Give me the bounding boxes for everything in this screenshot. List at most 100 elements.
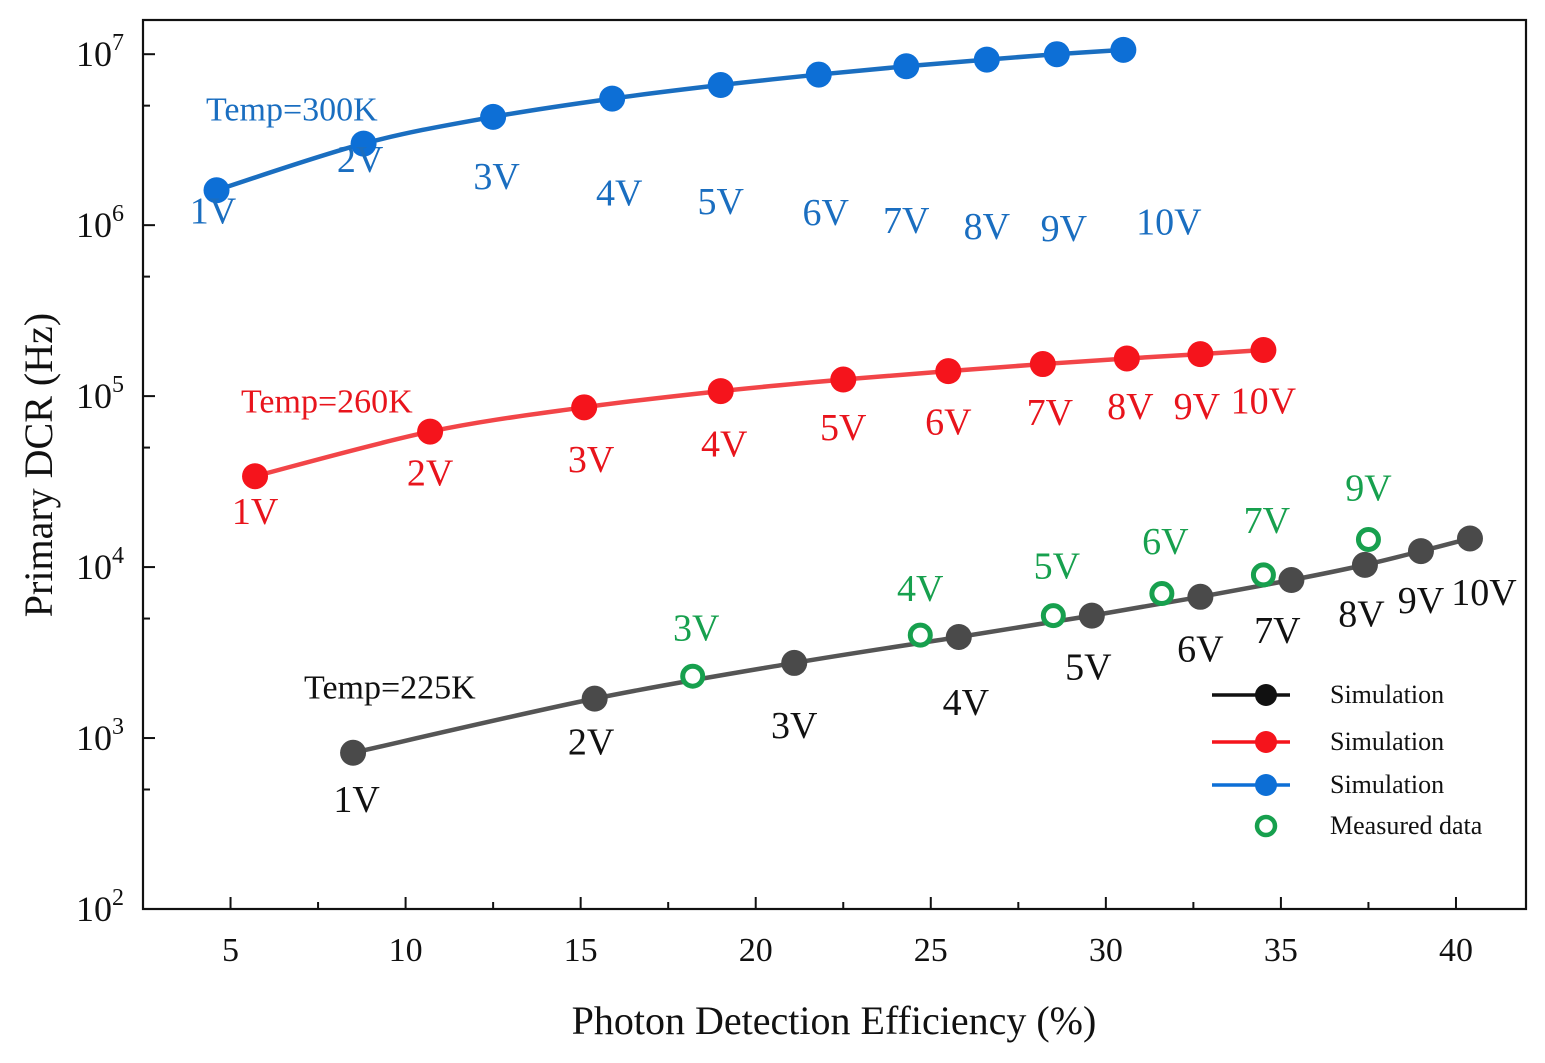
data-point-225K xyxy=(1456,525,1483,552)
point-label: 7V xyxy=(1244,500,1291,542)
y-tick-label: 103 xyxy=(76,714,124,758)
legend-marker-open xyxy=(1254,814,1278,838)
data-point-260K xyxy=(417,418,444,445)
x-tick-label: 30 xyxy=(1089,932,1123,969)
x-tick-label: 40 xyxy=(1439,932,1473,969)
data-point-300K xyxy=(1043,41,1070,68)
series-layer xyxy=(203,36,1483,766)
data-point-300K xyxy=(973,46,1000,73)
point-label: 4V xyxy=(701,423,748,465)
x-tick-label: 20 xyxy=(739,932,773,969)
data-point-225K xyxy=(340,739,367,766)
x-tick-label: 15 xyxy=(564,932,598,969)
point-label: 6V xyxy=(1142,521,1189,563)
point-label: 5V xyxy=(697,181,744,223)
data-point-300K xyxy=(350,130,377,157)
point-label: 2V xyxy=(568,722,615,764)
data-point-260K xyxy=(1113,345,1140,372)
measured-point xyxy=(1250,562,1276,588)
y-tick-label: 102 xyxy=(76,885,124,929)
data-point-300K xyxy=(203,177,230,204)
data-point-300K xyxy=(893,53,920,80)
point-label: 3V xyxy=(771,705,818,747)
point-label: 3V xyxy=(568,439,615,481)
data-point-225K xyxy=(945,623,972,650)
point-label: 7V xyxy=(1254,610,1301,652)
y-axis-title: Primary DCR (Hz) xyxy=(16,313,61,617)
data-point-225K xyxy=(1351,551,1378,578)
point-label: 9V xyxy=(1041,208,1088,250)
y-tick-label: 107 xyxy=(76,30,124,74)
legend-label: Simulation xyxy=(1330,680,1444,709)
axes-layer: 5 10 15 20 25 30 35 40 102 103 104 105 106 107 xyxy=(76,18,1528,969)
plot-frame xyxy=(141,18,1528,911)
data-point-260K xyxy=(1187,341,1214,368)
point-label: 3V xyxy=(673,607,720,649)
legend-marker xyxy=(1255,684,1277,706)
data-point-260K xyxy=(571,394,598,421)
data-point-225K xyxy=(781,649,808,676)
y-tick-label: 104 xyxy=(76,543,124,587)
point-label: 3V xyxy=(473,156,520,198)
data-point-260K xyxy=(707,378,734,405)
data-point-260K xyxy=(830,366,857,393)
point-label: 8V xyxy=(1338,593,1385,635)
point-label: 7V xyxy=(883,200,930,242)
data-point-225K xyxy=(581,685,608,712)
point-label: 9V xyxy=(1345,468,1392,510)
data-point-260K xyxy=(242,463,269,490)
data-point-300K xyxy=(1110,36,1137,63)
point-label: 6V xyxy=(803,192,850,234)
data-point-260K xyxy=(935,358,962,385)
point-label: 8V xyxy=(964,206,1011,248)
legend-marker xyxy=(1255,774,1277,796)
measured-point xyxy=(1355,526,1381,552)
temperature-label: Temp=225K xyxy=(304,670,476,707)
point-label: 1V xyxy=(232,491,279,533)
x-tick-label: 25 xyxy=(914,932,948,969)
point-label: 10V xyxy=(1231,381,1297,423)
point-label: 2V xyxy=(407,453,454,495)
point-label: 9V xyxy=(1398,580,1445,622)
y-tick-label: 105 xyxy=(76,372,124,416)
data-point-300K xyxy=(480,103,507,130)
data-point-225K xyxy=(1278,567,1305,594)
point-label: 5V xyxy=(1034,546,1081,588)
y-tick-label: 106 xyxy=(76,201,124,245)
measured-point xyxy=(1149,581,1175,607)
point-label: 9V xyxy=(1174,386,1221,428)
point-label: 8V xyxy=(1107,386,1154,428)
data-point-300K xyxy=(599,85,626,112)
temperature-label: Temp=300K xyxy=(206,91,378,128)
data-point-225K xyxy=(1187,583,1214,610)
measured-point xyxy=(1040,603,1066,629)
x-axis-title: Photon Detection Efficiency (%) xyxy=(572,998,1097,1043)
legend-marker xyxy=(1255,731,1277,753)
legend-label: Simulation xyxy=(1330,727,1444,756)
measured-point xyxy=(680,663,706,689)
point-label: 2V xyxy=(337,139,384,181)
point-label: 5V xyxy=(1065,646,1112,688)
x-tick-label: 5 xyxy=(222,932,239,969)
x-tick-label: 35 xyxy=(1264,932,1298,969)
point-label: 4V xyxy=(897,568,944,610)
data-point-260K xyxy=(1250,337,1277,364)
point-label: 6V xyxy=(925,402,972,444)
temperature-label: Temp=260K xyxy=(241,384,413,421)
point-label: 10V xyxy=(1136,202,1202,244)
legend: Simulation Simulation Simulation Measured d… xyxy=(1212,680,1483,840)
legend-label: Measured data xyxy=(1330,811,1483,840)
point-label: 6V xyxy=(1177,629,1224,671)
data-point-225K xyxy=(1407,538,1434,565)
point-label: 7V xyxy=(1027,392,1074,434)
point-label: 1V xyxy=(333,779,380,821)
data-point-225K xyxy=(1078,602,1105,629)
x-tick-label: 10 xyxy=(389,932,423,969)
point-label: 4V xyxy=(943,682,990,724)
data-point-300K xyxy=(707,72,734,99)
data-point-300K xyxy=(805,61,832,88)
measured-point xyxy=(907,622,933,648)
point-label: 5V xyxy=(820,407,867,449)
